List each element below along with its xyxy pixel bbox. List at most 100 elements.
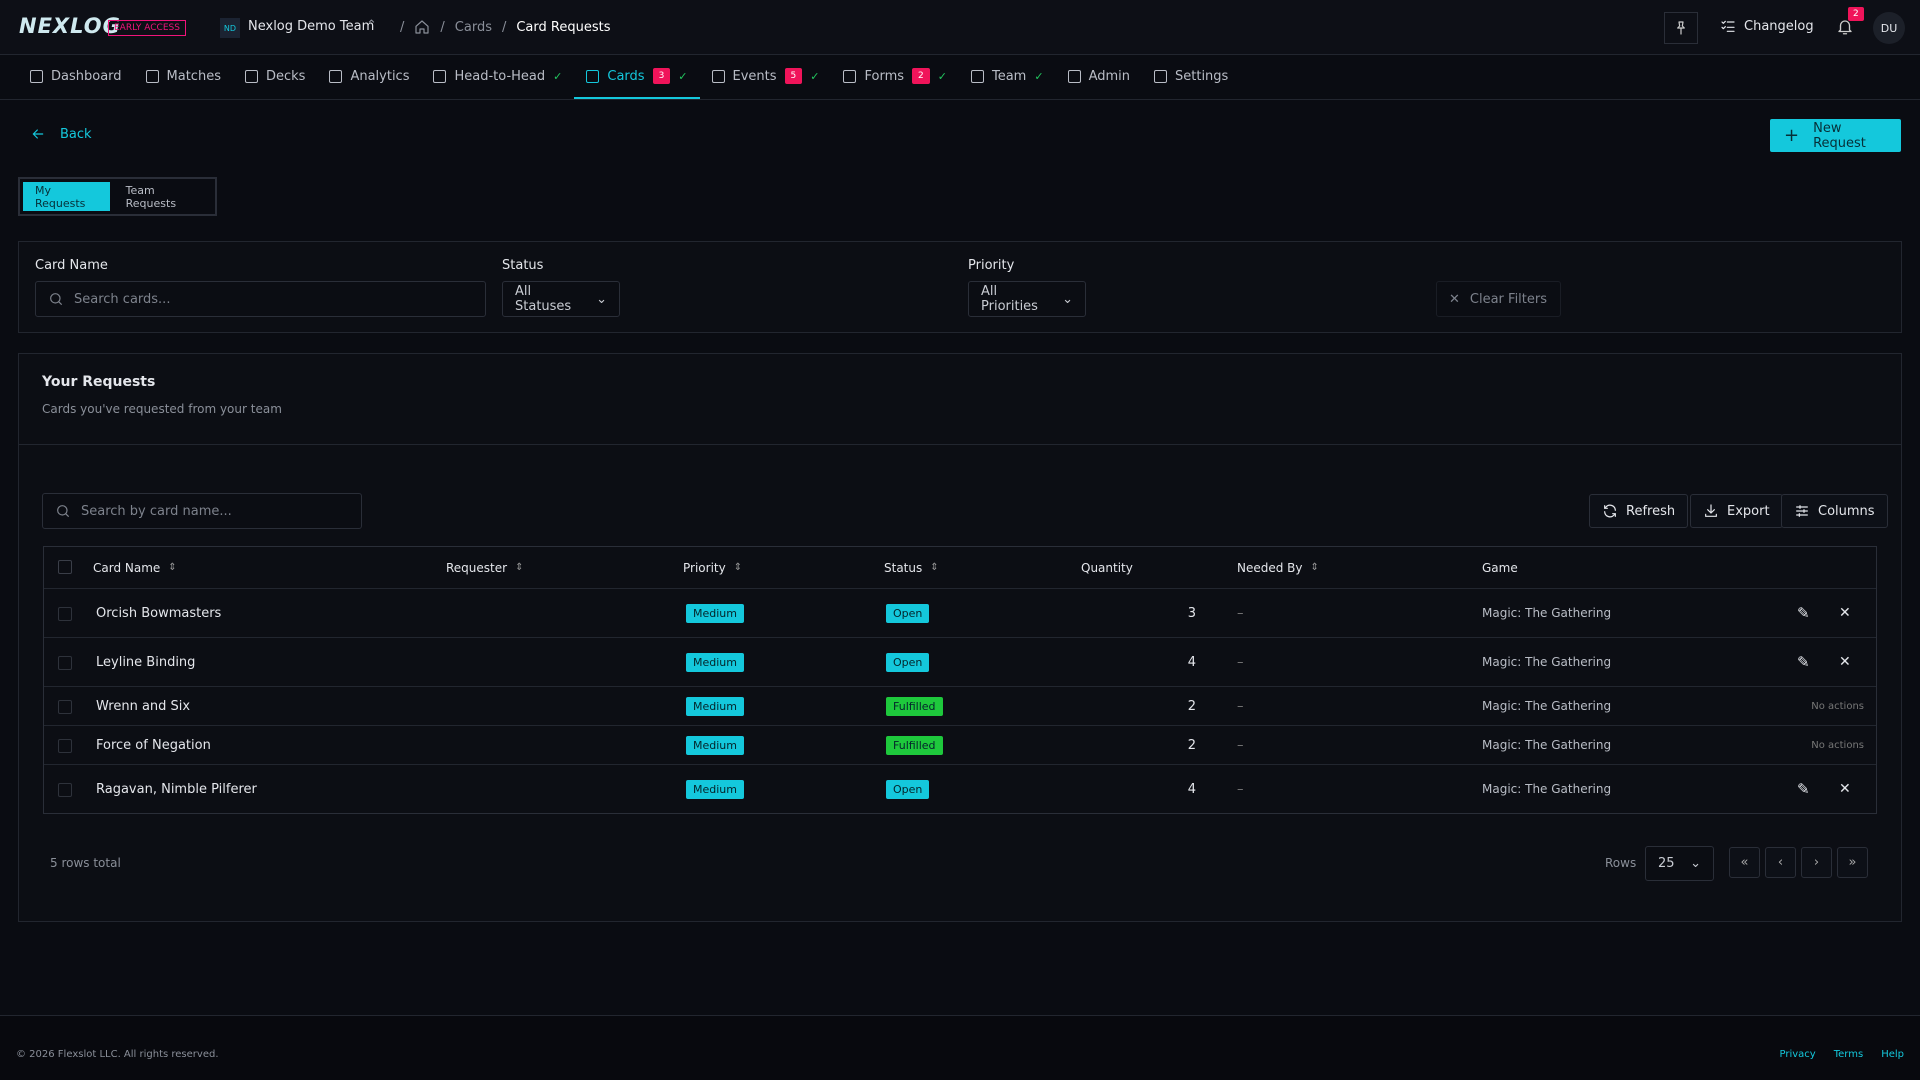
table-search-input[interactable]: Search by card name... — [42, 493, 362, 529]
copyright: © 2026 Flexslot LLC. All rights reserved… — [16, 1049, 219, 1060]
checkbox[interactable] — [58, 606, 72, 621]
nav-label: Matches — [166, 68, 221, 84]
nav-tabs: Dashboard Matches Decks Analytics Head-to-He… — [18, 55, 1240, 99]
checkbox[interactable] — [58, 655, 72, 670]
delete-button[interactable]: ✕ — [1839, 605, 1851, 621]
checkbox[interactable] — [58, 738, 72, 753]
checkbox[interactable] — [58, 782, 72, 797]
sort-icon: ⇕ — [168, 562, 177, 573]
status-badge: Open — [886, 652, 930, 672]
priority-cell: Medium — [686, 765, 744, 813]
check-icon: ✓ — [553, 69, 563, 83]
avatar[interactable]: DU — [1873, 12, 1905, 44]
divider — [18, 444, 1902, 445]
breadcrumb-link[interactable]: Cards — [454, 19, 492, 35]
clear-filters-button[interactable]: ✕ Clear Filters — [1436, 281, 1561, 317]
card-search-input[interactable]: Search cards... — [35, 281, 486, 317]
priority-badge: Medium — [686, 735, 744, 755]
edit-button[interactable]: ✎ — [1797, 780, 1810, 798]
tab-active[interactable]: My Requests — [23, 182, 110, 211]
nav-tab[interactable]: Dashboard — [18, 55, 134, 99]
refresh-button[interactable]: Refresh — [1589, 494, 1689, 528]
footer-link[interactable]: Privacy — [1779, 1049, 1816, 1060]
changelog-button[interactable]: Changelog — [1720, 18, 1814, 34]
home-icon[interactable] — [414, 19, 430, 35]
nav-tab[interactable]: Forms 2 ✓ — [831, 55, 958, 99]
pin-button[interactable] — [1664, 12, 1698, 44]
team-switcher[interactable]: Nexlog Demo Team — [248, 19, 375, 34]
status-cell: Fulfilled — [886, 687, 943, 725]
nav-icon — [244, 69, 258, 83]
table-row: Orcish Bowmasters Medium Open 3 – Magic: The … — [44, 588, 1876, 637]
page-size-select[interactable]: 25 ⌄ — [1645, 846, 1714, 881]
columns-button[interactable]: Columns — [1781, 494, 1888, 528]
column-header[interactable]: Needed By ⇕ — [1237, 547, 1319, 588]
nav-icon — [145, 69, 159, 83]
column-label: Game — [1482, 560, 1518, 575]
table-row: Wrenn and Six Medium Fulfilled 2 – Magic: The… — [44, 686, 1876, 725]
nav-icon — [711, 69, 725, 83]
breadcrumb-current: Card Requests — [516, 19, 611, 35]
quantity: 2 — [1187, 737, 1196, 753]
column-header[interactable]: Card Name ⇕ — [93, 547, 177, 588]
logo[interactable]: NEXLOG — [19, 14, 121, 38]
last-page[interactable]: » — [1837, 847, 1868, 878]
prev-page[interactable]: ‹ — [1765, 847, 1796, 878]
priority-cell: Medium — [686, 687, 744, 725]
status-badge: Fulfilled — [886, 735, 943, 755]
nav-tab[interactable]: Matches — [134, 55, 233, 99]
column-header: Game — [1482, 547, 1518, 588]
first-page[interactable]: « — [1729, 847, 1760, 878]
notifications-button[interactable] — [1836, 18, 1854, 40]
footer — [0, 1015, 1920, 1080]
footer-link[interactable]: Terms — [1833, 1049, 1864, 1060]
nav-icon — [433, 69, 447, 83]
card-name: Ragavan, Nimble Pilferer — [96, 781, 257, 797]
column-header: Quantity — [1081, 547, 1133, 588]
column-header[interactable]: Priority ⇕ — [683, 547, 742, 588]
check-icon: ✓ — [937, 69, 947, 83]
column-label: Quantity — [1081, 560, 1133, 575]
nav-tab[interactable]: Analytics — [317, 55, 421, 99]
nav-tab[interactable]: Settings — [1142, 55, 1240, 99]
edit-button[interactable]: ✎ — [1797, 604, 1810, 622]
next-page[interactable]: › — [1801, 847, 1832, 878]
status-cell: Open — [886, 765, 930, 813]
tab[interactable]: Team Requests — [125, 183, 177, 210]
panel-subtitle: Cards you've requested from your team — [42, 402, 282, 416]
check-icon: ✓ — [1034, 69, 1044, 83]
back-label: Back — [60, 126, 92, 142]
column-label: Card Name — [93, 560, 161, 575]
status-select[interactable]: All Statuses ⌄ — [502, 281, 620, 317]
needed-by: – — [1237, 737, 1244, 753]
nav-badge: 5 — [784, 68, 803, 84]
checkbox[interactable] — [58, 560, 72, 574]
nav-tab[interactable]: Team ✓ — [959, 55, 1056, 99]
priority-badge: Medium — [686, 652, 744, 672]
chevron: ⌃ — [366, 18, 377, 33]
nav-tab[interactable]: Decks — [233, 55, 317, 99]
back-link[interactable]: Back — [30, 126, 92, 142]
card-name: Wrenn and Six — [96, 698, 191, 714]
nav-icon — [1154, 69, 1167, 83]
footer-link[interactable]: Help — [1881, 1049, 1904, 1060]
edit-button[interactable]: ✎ — [1797, 653, 1810, 671]
delete-button[interactable]: ✕ — [1839, 654, 1851, 670]
export-button[interactable]: Export — [1690, 494, 1783, 528]
priority-select[interactable]: All Priorities ⌄ — [968, 281, 1086, 317]
new-request-button[interactable]: + New Request — [1770, 119, 1901, 152]
nav-tab[interactable]: Events 5 ✓ — [700, 55, 832, 99]
nav-icon — [843, 69, 857, 83]
rows-total: 5 rows total — [50, 856, 121, 870]
check-icon: ✓ — [678, 69, 688, 83]
delete-button[interactable]: ✕ — [1839, 781, 1851, 797]
status-badge: Open — [886, 603, 930, 623]
checkbox[interactable] — [58, 699, 72, 714]
nav-tab[interactable]: Admin — [1056, 55, 1142, 99]
button-label: Refresh — [1626, 503, 1676, 519]
nav-tab[interactable]: Cards 3 ✓ — [574, 55, 700, 99]
column-header[interactable]: Requester ⇕ — [446, 547, 523, 588]
column-header[interactable]: Status ⇕ — [884, 547, 939, 588]
nav-tab[interactable]: Head-to-Head ✓ — [421, 55, 574, 99]
